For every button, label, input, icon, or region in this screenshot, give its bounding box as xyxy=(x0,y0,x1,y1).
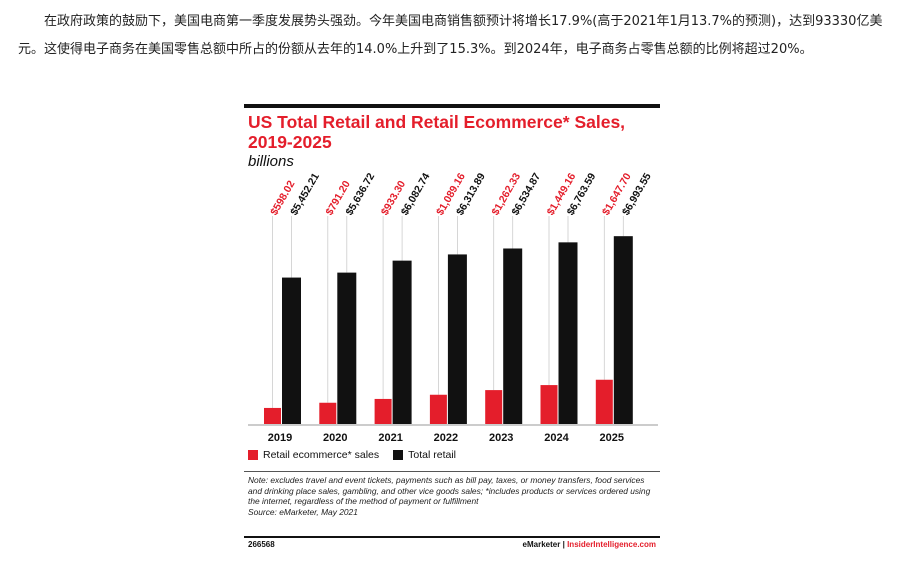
legend-label-total: Total retail xyxy=(408,449,456,461)
note-divider xyxy=(244,471,660,472)
brand-emarketer: eMarketer xyxy=(522,540,561,549)
bar-ecommerce-2023 xyxy=(485,390,503,424)
chart-id: 266568 xyxy=(248,540,275,549)
brand-insider: InsiderIntelligence.com xyxy=(567,540,656,549)
bar-total-2023 xyxy=(503,248,523,424)
bar-total-2020 xyxy=(337,272,357,424)
chart-figure: US Total Retail and Retail Ecommerce* Sa… xyxy=(244,104,660,556)
brand-separator: | xyxy=(562,540,565,549)
bar-ecommerce-2019 xyxy=(264,407,281,424)
bar-ecommerce-2020 xyxy=(319,402,337,424)
chart-legend: Retail ecommerce* sales Total retail xyxy=(248,449,456,461)
note-text: Note: excludes travel and event tickets,… xyxy=(248,475,651,507)
x-tick-label-2021: 2021 xyxy=(378,432,402,444)
bar-ecommerce-2022 xyxy=(429,394,447,424)
x-tick-label-2019: 2019 xyxy=(268,432,292,444)
x-tick-label-2020: 2020 xyxy=(323,432,347,444)
data-label-total-2021: $6,082.74 xyxy=(399,171,433,218)
bar-total-2019 xyxy=(282,277,301,424)
footer-divider xyxy=(244,536,660,538)
x-tick-label-2025: 2025 xyxy=(600,432,624,444)
article-paragraph: 在政府政策的鼓励下，美国电商第一季度发展势头强劲。今年美国电商销售额预计将增长1… xyxy=(18,14,883,57)
legend-label-ecommerce: Retail ecommerce* sales xyxy=(263,449,380,461)
bar-total-2025 xyxy=(613,236,633,424)
legend-item-total: Total retail xyxy=(393,449,456,461)
chart-note: Note: excludes travel and event tickets,… xyxy=(248,475,656,517)
source-text: Source: eMarketer, May 2021 xyxy=(248,506,358,517)
data-label-total-2019: $5,452.21 xyxy=(288,171,322,218)
legend-item-ecommerce: Retail ecommerce* sales xyxy=(248,449,379,461)
legend-swatch-ecommerce xyxy=(248,450,258,460)
footer-brand: eMarketer | InsiderIntelligence.com xyxy=(523,540,656,549)
bar-ecommerce-2025 xyxy=(595,379,613,424)
x-tick-label-2022: 2022 xyxy=(434,432,458,444)
chart-subtitle: billions xyxy=(248,153,294,170)
legend-swatch-total xyxy=(393,450,404,460)
bar-ecommerce-2024 xyxy=(540,385,558,424)
bar-total-2021 xyxy=(392,260,412,424)
bar-total-2024 xyxy=(558,242,578,424)
data-label-total-2020: $5,636.72 xyxy=(344,171,378,218)
bar-total-2022 xyxy=(447,254,467,424)
chart-top-rule xyxy=(244,104,660,108)
bar-chart: $598.02$5,452.212019$791.20$5,636.722020… xyxy=(248,171,658,444)
x-tick-label-2023: 2023 xyxy=(489,432,513,444)
x-tick-label-2024: 2024 xyxy=(544,432,569,444)
chart-title: US Total Retail and Retail Ecommerce* Sa… xyxy=(248,112,626,152)
bar-ecommerce-2021 xyxy=(374,398,392,424)
